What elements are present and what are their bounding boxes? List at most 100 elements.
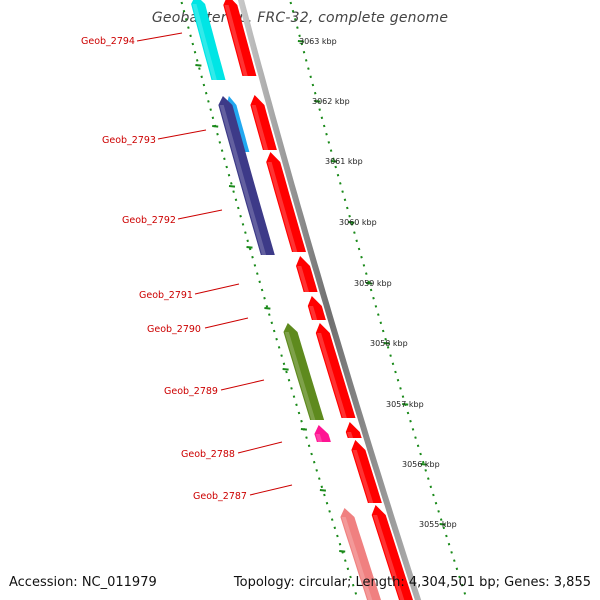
minor-tick (289, 1, 293, 5)
minor-tick (334, 165, 337, 169)
minor-tick (391, 362, 395, 366)
minor-tick (297, 411, 301, 415)
minor-tick (351, 583, 355, 587)
minor-tick (447, 542, 451, 546)
minor-tick (349, 575, 352, 579)
feature-cyan-shade (192, 4, 217, 80)
minor-tick (453, 559, 456, 562)
minor-tick (191, 42, 195, 46)
minor-tick (333, 526, 337, 530)
minor-tick (341, 190, 344, 193)
kbp-label: 3062 kbp (312, 97, 350, 106)
minor-tick (209, 108, 212, 111)
minor-tick (455, 567, 459, 571)
major-tick (297, 40, 304, 43)
minor-tick (369, 288, 373, 292)
minor-tick (401, 395, 405, 398)
cds-arrow-shade (297, 266, 309, 292)
kbp-label: 3060 kbp (339, 218, 377, 227)
gene-label: Geob_2793 (102, 135, 156, 146)
major-tick (228, 185, 236, 188)
minor-tick (239, 214, 242, 218)
cds-features (223, 0, 413, 600)
major-tick (365, 282, 373, 285)
minor-tick (353, 231, 356, 234)
minor-tick (450, 551, 453, 554)
minor-tick (285, 370, 288, 374)
minor-tick (253, 264, 257, 267)
major-tick (330, 160, 338, 163)
gene-label: Geob_2787 (193, 491, 247, 502)
kbp-label: 3058 kbp (370, 339, 408, 348)
minor-tick (322, 124, 326, 128)
minor-tick (225, 165, 228, 169)
minor-tick (442, 526, 446, 530)
minor-tick (389, 354, 392, 357)
label-leader (136, 32, 183, 42)
minor-tick (241, 223, 245, 226)
cds-arrow-shade (309, 306, 318, 320)
kbp-label: 3056 kbp (402, 460, 440, 469)
minor-tick (195, 59, 199, 62)
minor-tick (325, 501, 329, 505)
minor-tick (291, 9, 295, 13)
minor-tick (258, 280, 261, 284)
minor-tick (344, 559, 347, 562)
minor-tick (180, 1, 184, 5)
major-tick (314, 100, 321, 103)
minor-tick (399, 387, 402, 390)
label-leader (177, 209, 223, 220)
minor-tick (251, 255, 254, 259)
minor-tick (270, 321, 274, 325)
minor-tick (432, 493, 435, 497)
minor-tick (365, 272, 368, 275)
minor-tick (302, 50, 306, 54)
gene-label: Geob_2790 (147, 324, 201, 335)
feature-olive (283, 323, 325, 420)
gene-label: Geob_2791 (139, 290, 193, 301)
cds-arrow-shade (224, 5, 248, 76)
genome-summary: Topology: circular; Length: 4,304,501 bp… (233, 575, 591, 590)
accession-label: Accession: NC_011979 (9, 575, 157, 590)
minor-tick (298, 34, 301, 38)
minor-tick (232, 190, 235, 193)
gene-label: Geob_2789 (164, 386, 218, 397)
minor-tick (300, 419, 303, 423)
minor-tick (305, 436, 308, 439)
cds-arrow (250, 95, 277, 150)
minor-tick (463, 592, 467, 595)
minor-tick (187, 26, 190, 29)
minor-tick (277, 346, 281, 349)
minor-tick (350, 223, 354, 226)
minor-tick (360, 255, 363, 259)
outer-ticks (289, 1, 467, 595)
minor-tick (280, 354, 283, 357)
minor-tick (202, 83, 206, 87)
cds-arrow-shade (347, 432, 353, 438)
feature-indigo (218, 96, 275, 255)
minor-tick (309, 75, 312, 79)
minor-tick (374, 305, 378, 308)
minor-tick (268, 313, 271, 316)
minor-tick (211, 116, 215, 120)
kbp-label: 3063 kbp (299, 37, 337, 46)
minor-tick (296, 26, 299, 29)
minor-tick (377, 313, 380, 316)
minor-tick (218, 141, 222, 144)
minor-tick (325, 132, 328, 136)
minor-tick (406, 411, 410, 415)
minor-tick (246, 239, 249, 243)
feature-faded (340, 508, 382, 600)
feature-olive-shade (284, 332, 316, 420)
minor-tick (312, 460, 316, 464)
feature-magenta (314, 425, 331, 442)
minor-tick (287, 378, 291, 382)
major-tick (383, 342, 390, 345)
major-tick (439, 523, 446, 526)
minor-tick (220, 149, 224, 152)
minor-tick (227, 173, 231, 177)
label-leader (237, 441, 283, 454)
minor-tick (293, 18, 297, 21)
minor-tick (307, 67, 310, 70)
